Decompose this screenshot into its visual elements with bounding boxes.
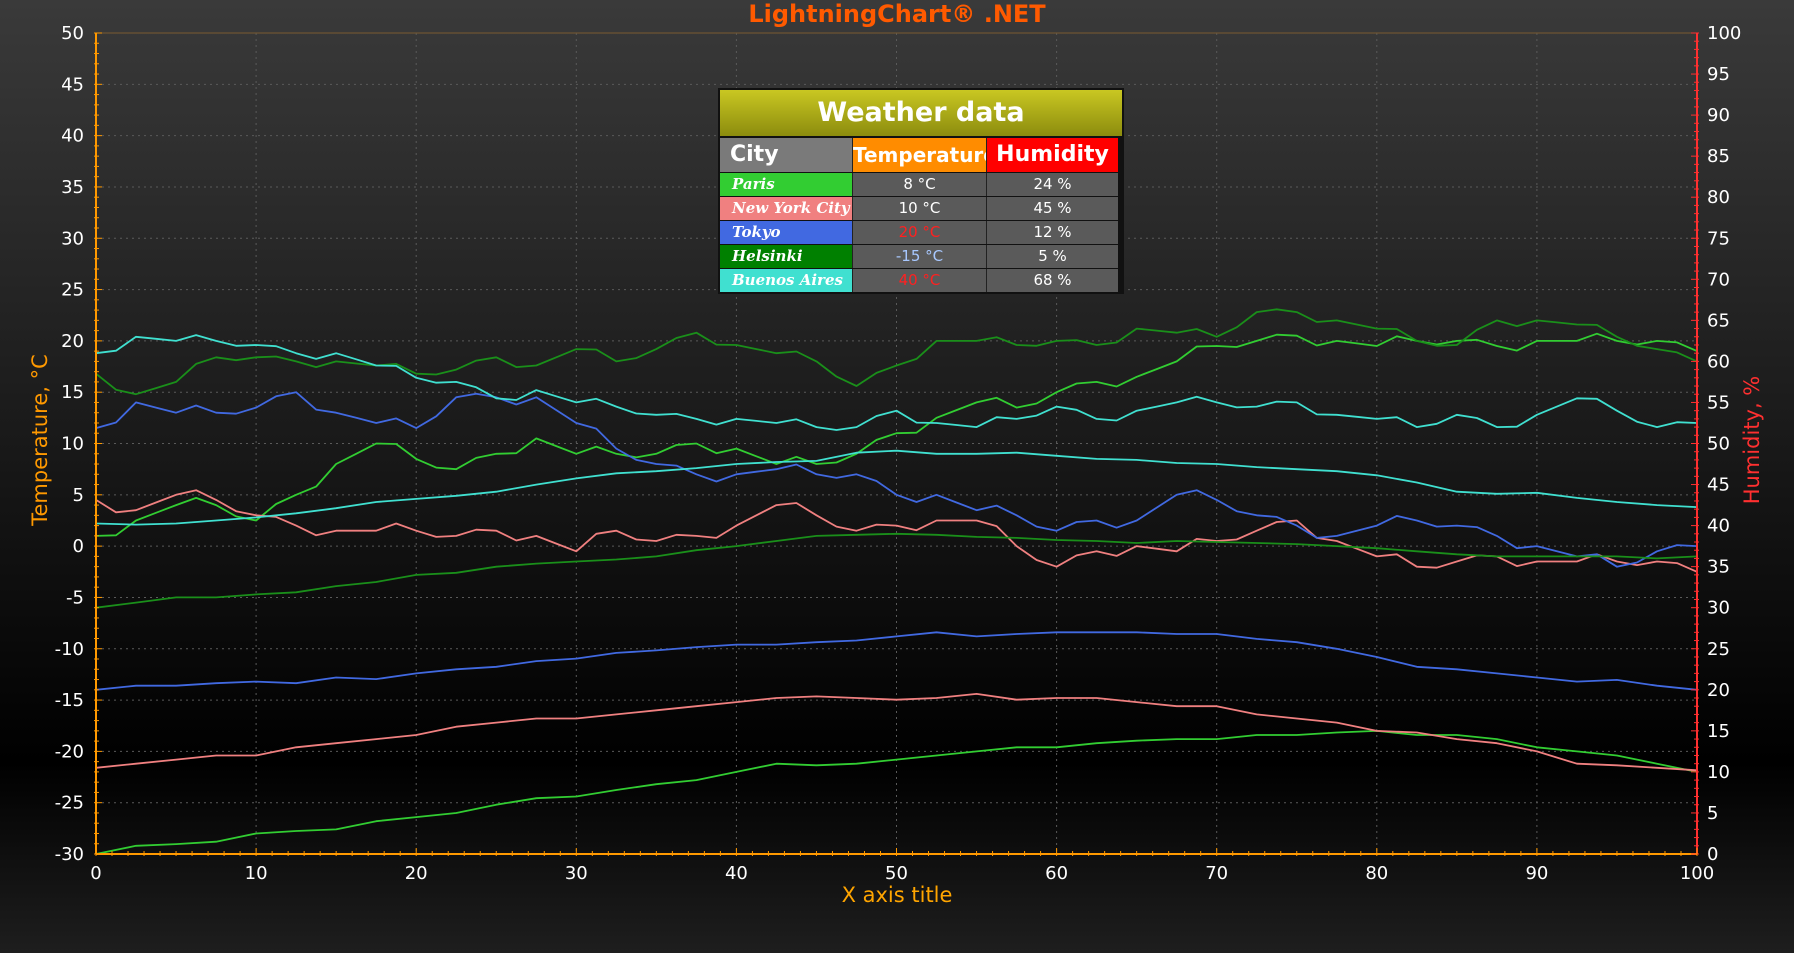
series-line-tokyo-humidity	[95, 631, 1698, 691]
table-row: Tokyo 20 °C 12 %	[720, 221, 1122, 245]
humidity-cell: 68 %	[987, 269, 1118, 292]
y2-tick-label: 40	[1707, 516, 1730, 537]
series-line-helsinki-humidity	[95, 308, 1698, 396]
chart-title: LightningChart® .NET	[748, 0, 1046, 28]
y-tick-label: 5	[73, 485, 84, 506]
y-tick-label: 15	[61, 382, 84, 403]
y-tick-label: 35	[61, 177, 84, 198]
weather-table-header-row: City Temperature Humidity	[720, 138, 1122, 173]
temperature-cell: 40 °C	[853, 269, 987, 292]
city-cell: Helsinki	[720, 245, 853, 268]
city-cell: New York City	[720, 197, 853, 220]
y-tick-label: 40	[61, 126, 84, 147]
y-tick-label: 45	[61, 74, 84, 95]
x-tick-label: 0	[90, 863, 101, 884]
y2-tick-label: 45	[1707, 475, 1730, 496]
table-row: Helsinki -15 °C 5 %	[720, 245, 1122, 269]
y2-tick-label: 30	[1707, 598, 1730, 619]
temperature-cell: 20 °C	[853, 221, 987, 244]
x-tick-label: 70	[1205, 863, 1228, 884]
series-line-new-york-city-humidity	[95, 693, 1698, 772]
y-tick-label: -10	[55, 639, 84, 660]
series-line-tokyo-temperature	[95, 391, 1698, 568]
humidity-cell: 45 %	[987, 197, 1118, 220]
x-tick-label: 100	[1680, 863, 1714, 884]
x-tick-label: 80	[1365, 863, 1388, 884]
y2-tick-label: 65	[1707, 310, 1730, 331]
temperature-cell: 8 °C	[853, 173, 987, 196]
weather-data-table: Weather data City Temperature Humidity P…	[718, 88, 1124, 294]
y-tick-label: -30	[55, 844, 84, 865]
weather-table-title: Weather data	[720, 90, 1122, 138]
y2-tick-label: 10	[1707, 762, 1730, 783]
series-line-helsinki-temperature	[95, 532, 1698, 609]
y-tick-label: 0	[73, 536, 84, 557]
y2-tick-label: 35	[1707, 557, 1730, 578]
y2-tick-label: 90	[1707, 105, 1730, 126]
y2-tick-label: 95	[1707, 64, 1730, 85]
city-cell: Paris	[720, 173, 853, 196]
x-tick-label: 30	[565, 863, 588, 884]
series-line-buenos-aires-temperature	[95, 449, 1698, 526]
humidity-cell: 12 %	[987, 221, 1118, 244]
x-tick-label: 10	[245, 863, 268, 884]
header-temperature: Temperature	[853, 138, 987, 172]
y-tick-label: 30	[61, 228, 84, 249]
y-tick-label: -20	[55, 741, 84, 762]
y2-tick-label: 25	[1707, 639, 1730, 660]
y2-tick-label: 5	[1707, 803, 1718, 824]
humidity-cell: 24 %	[987, 173, 1118, 196]
humidity-cell: 5 %	[987, 245, 1118, 268]
y2-tick-label: 75	[1707, 228, 1730, 249]
y2-tick-label: 85	[1707, 146, 1730, 167]
y2-tick-label: 15	[1707, 721, 1730, 742]
series-line-buenos-aires-humidity	[95, 334, 1698, 431]
y-tick-label: 20	[61, 331, 84, 352]
y2-tick-label: 60	[1707, 351, 1730, 372]
y-tick-label: 25	[61, 280, 84, 301]
x-tick-label: 60	[1045, 863, 1068, 884]
series-line-paris-humidity	[95, 730, 1698, 855]
y-tick-label: -5	[66, 587, 84, 608]
y-tick-label: -25	[55, 793, 84, 814]
y2-tick-label: 0	[1707, 844, 1718, 865]
x-tick-label: 40	[725, 863, 748, 884]
y2-tick-label: 70	[1707, 269, 1730, 290]
x-axis-title: X axis title	[841, 883, 953, 907]
city-cell: Tokyo	[720, 221, 853, 244]
table-row: New York City 10 °C 45 %	[720, 197, 1122, 221]
y2-tick-label: 50	[1707, 434, 1730, 455]
y2-tick-label: 80	[1707, 187, 1730, 208]
series-line-new-york-city-temperature	[95, 489, 1698, 573]
y2-tick-label: 20	[1707, 680, 1730, 701]
temperature-cell: -15 °C	[853, 245, 987, 268]
x-tick-label: 90	[1525, 863, 1548, 884]
temperature-cell: 10 °C	[853, 197, 987, 220]
y2-tick-label: 100	[1707, 23, 1741, 44]
y-tick-label: -15	[55, 690, 84, 711]
x-tick-label: 20	[405, 863, 428, 884]
y2-tick-label: 55	[1707, 392, 1730, 413]
y-axis-title-humidity: Humidity, %	[1740, 375, 1764, 505]
x-tick-label: 50	[885, 863, 908, 884]
y-tick-label: 10	[61, 434, 84, 455]
header-city: City	[720, 138, 853, 172]
table-row: Buenos Aires 40 °C 68 %	[720, 269, 1122, 292]
city-cell: Buenos Aires	[720, 269, 853, 292]
y-axis-title-temperature: Temperature, °C	[28, 354, 52, 526]
table-row: Paris 8 °C 24 %	[720, 173, 1122, 197]
header-humidity: Humidity	[987, 138, 1118, 172]
y-tick-label: 50	[61, 23, 84, 44]
